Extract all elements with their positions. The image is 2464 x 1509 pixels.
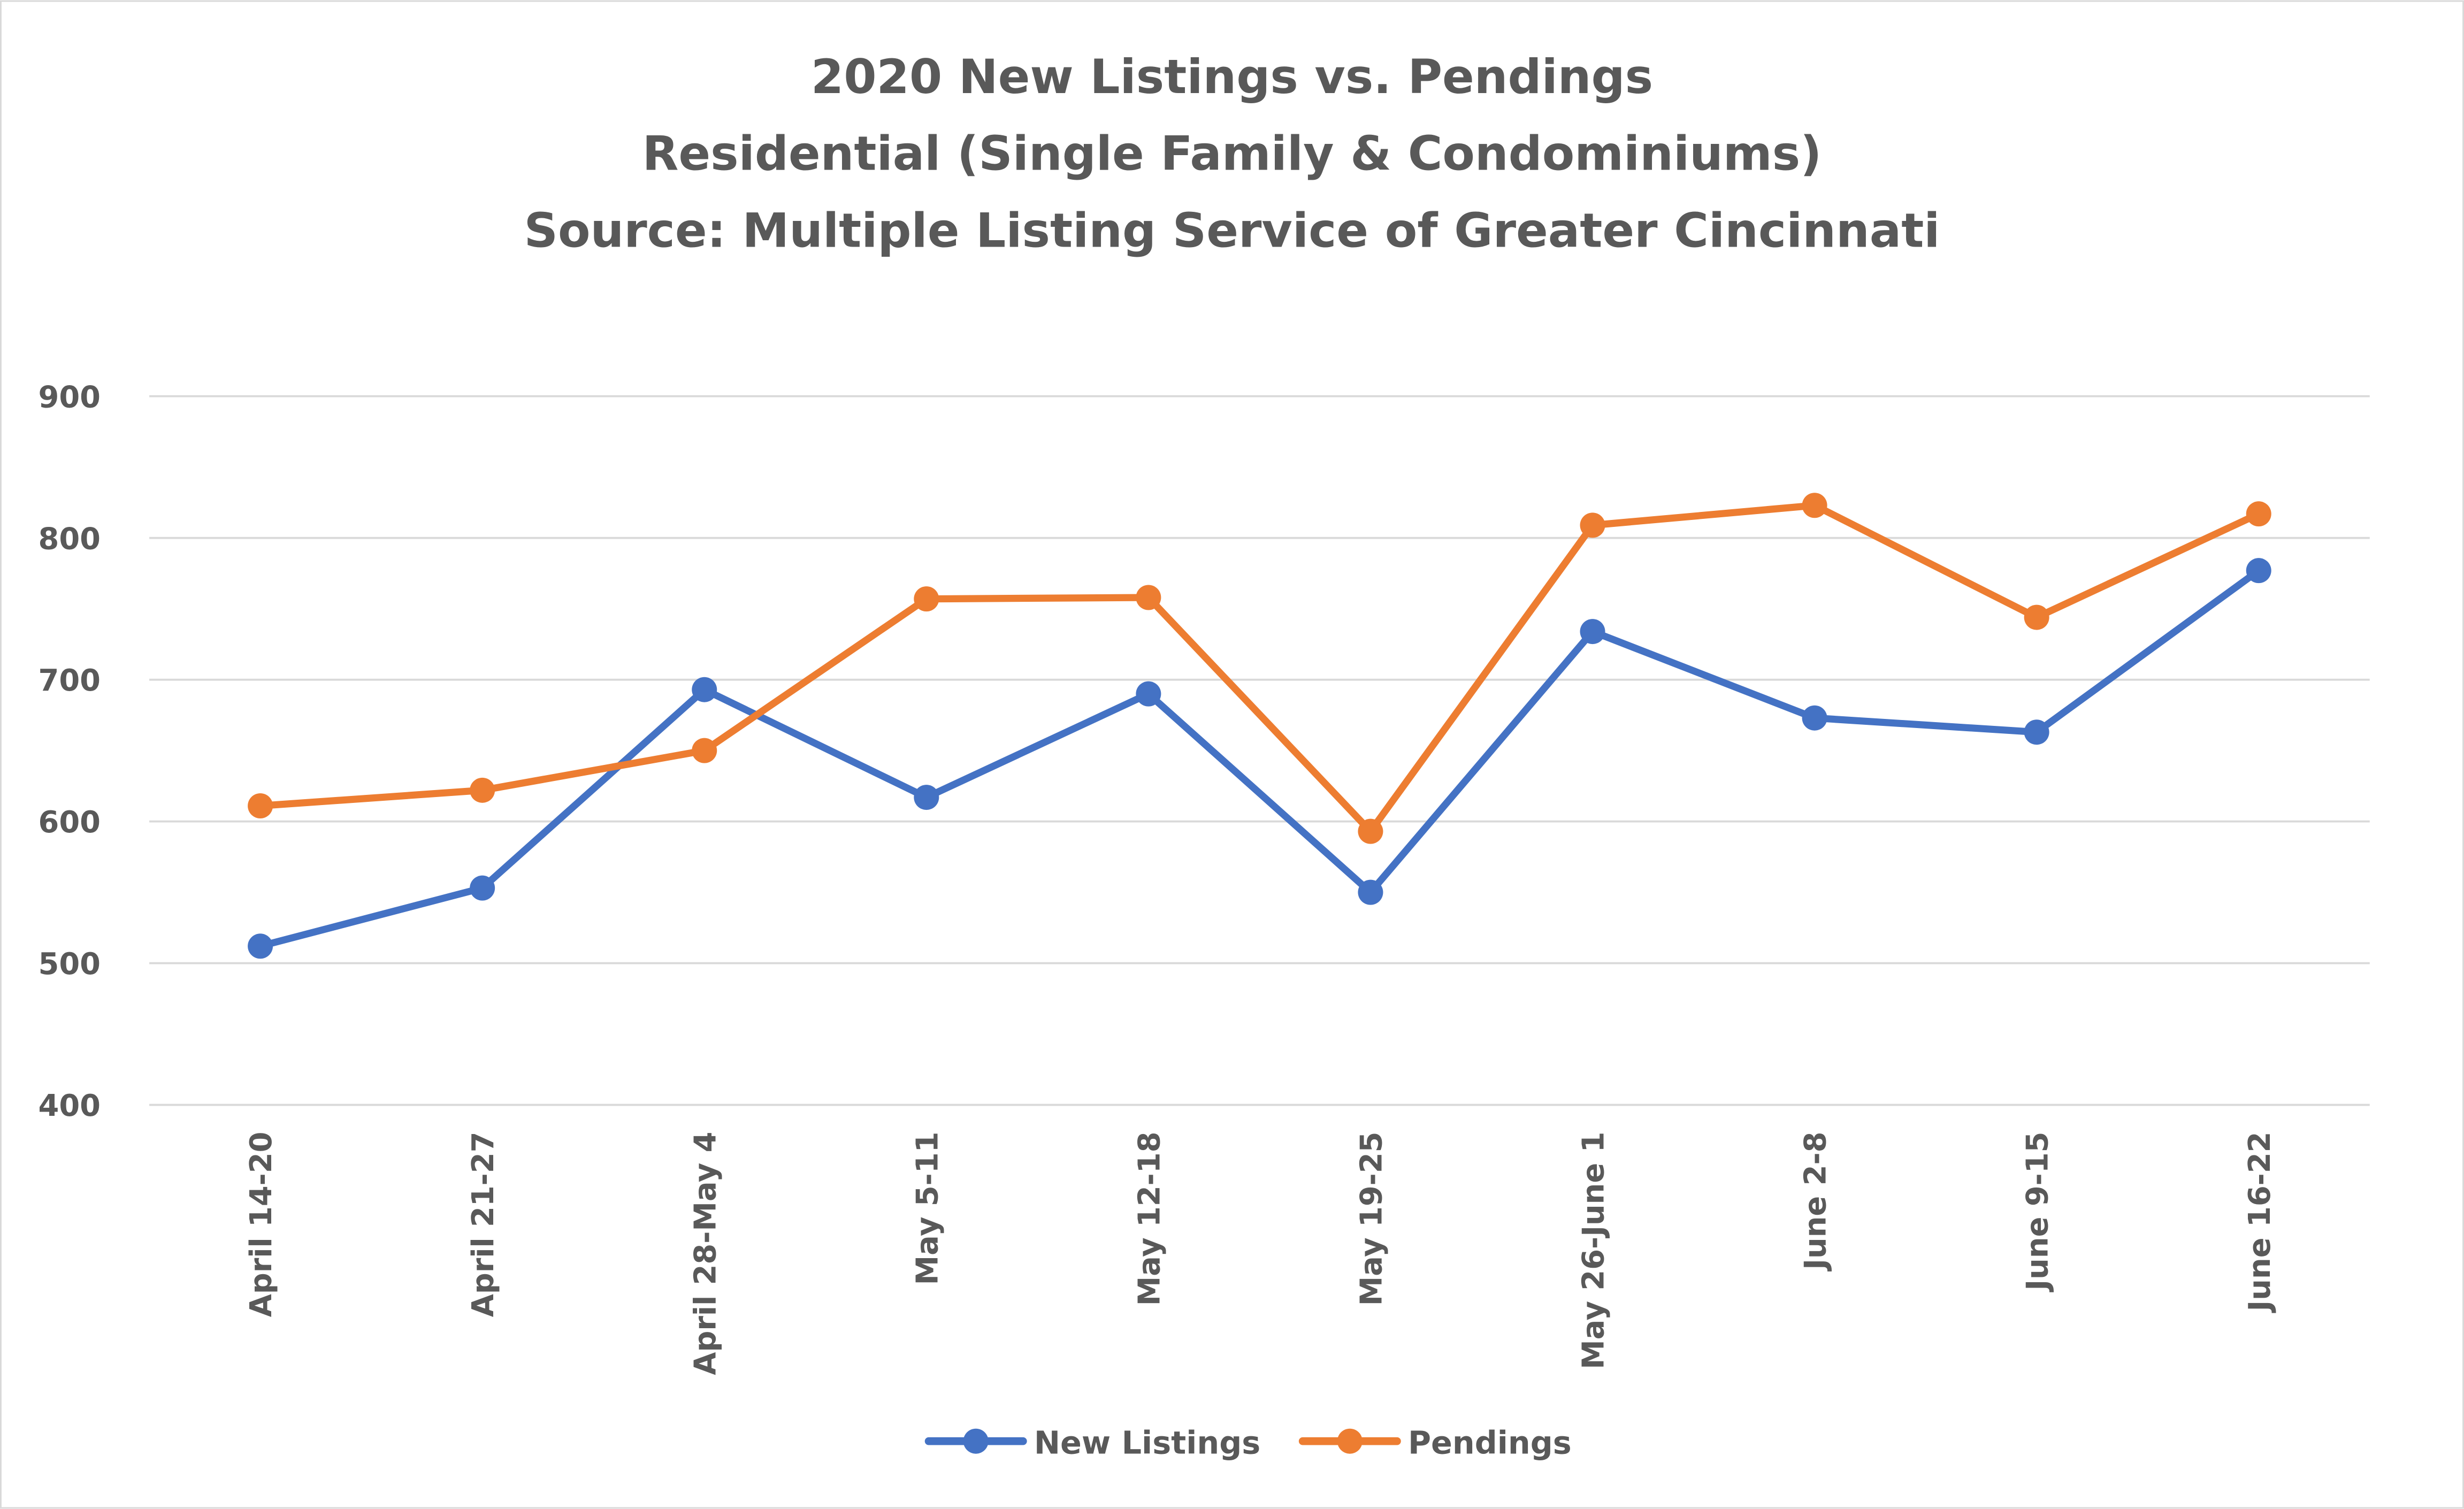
data-point <box>2024 604 2049 630</box>
data-point <box>1358 879 1383 905</box>
data-point <box>2024 719 2049 745</box>
x-tick-label: April 21-27 <box>466 1132 501 1317</box>
legend-marker-icon <box>963 1428 989 1454</box>
data-point <box>1802 493 1827 518</box>
data-point <box>470 875 495 901</box>
data-point <box>2246 501 2271 527</box>
data-point <box>692 677 717 702</box>
x-tick-label: May 26-June 1 <box>1577 1131 1611 1369</box>
x-tick-label: June 2-8 <box>1799 1132 1833 1272</box>
chart-title-line-3: Source: Multiple Listing Service of Grea… <box>524 203 1940 258</box>
x-tick-label: April 14-20 <box>244 1132 279 1317</box>
y-tick-label: 500 <box>39 947 101 982</box>
series-new-listings <box>248 558 2271 959</box>
data-point <box>470 777 495 803</box>
legend-label: New Listings <box>1034 1424 1260 1461</box>
data-point <box>1580 619 1605 645</box>
series-pendings <box>248 493 2271 844</box>
y-tick-label: 800 <box>39 522 101 556</box>
x-tick-label: May 19-25 <box>1355 1132 1389 1306</box>
x-tick-label: June 9-15 <box>2021 1132 2055 1293</box>
chart-title-line-1: 2020 New Listings vs. Pendings <box>811 49 1653 104</box>
legend-marker-icon <box>1337 1428 1363 1454</box>
legend-label: Pendings <box>1408 1424 1572 1461</box>
series-line <box>260 502 2261 835</box>
data-point <box>248 933 273 959</box>
data-point <box>914 785 939 810</box>
x-tick-label: May 12-18 <box>1132 1132 1167 1306</box>
data-point <box>914 586 939 612</box>
data-point <box>1580 512 1605 538</box>
data-point <box>1802 705 1827 731</box>
y-tick-label: 900 <box>39 380 101 415</box>
y-tick-label: 400 <box>39 1089 101 1123</box>
x-tick-label: April 28-May 4 <box>688 1132 723 1375</box>
y-tick-label: 700 <box>39 663 101 698</box>
y-tick-label: 600 <box>39 805 101 840</box>
series-line <box>259 568 2261 950</box>
chart-title-line-2: Residential (Single Family & Condominium… <box>642 126 1822 181</box>
data-point <box>248 793 273 818</box>
data-point <box>1358 818 1383 844</box>
data-point <box>1136 585 1161 610</box>
data-point <box>1136 681 1161 707</box>
x-tick-label: June 16-22 <box>2243 1132 2277 1314</box>
x-tick-label: May 5-11 <box>910 1132 945 1285</box>
legend-item-pendings: Pendings <box>1298 1424 1572 1461</box>
data-point <box>2246 558 2271 584</box>
data-point <box>692 738 717 763</box>
legend-item-new-listings: New Listings <box>924 1424 1260 1461</box>
